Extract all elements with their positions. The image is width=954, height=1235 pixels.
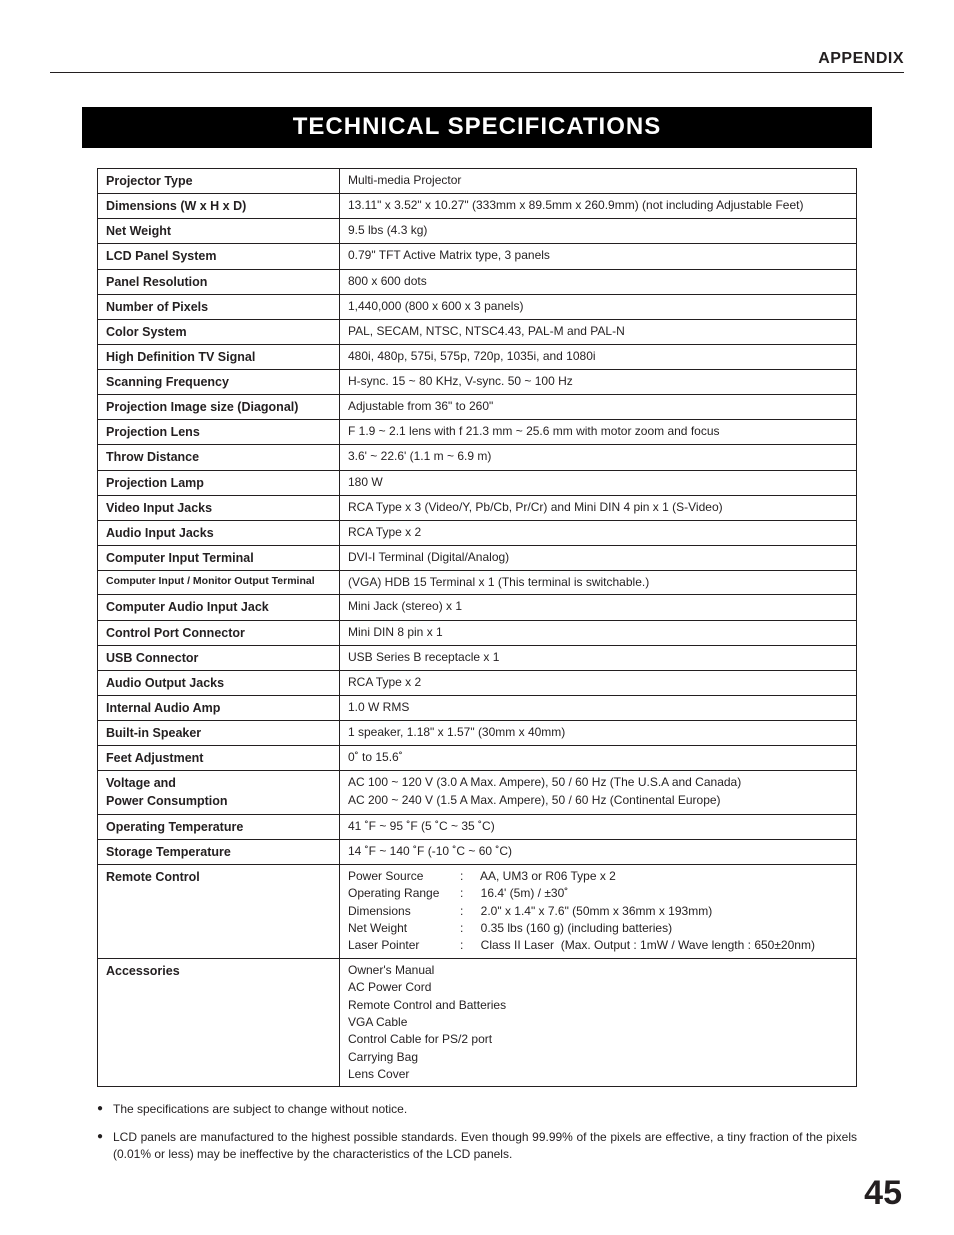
spec-label: Projection Image size (Diagonal) <box>98 395 340 420</box>
spec-label: Accessories <box>98 958 340 1087</box>
table-row: Projection Lamp180 W <box>98 470 857 495</box>
spec-label: USB Connector <box>98 645 340 670</box>
spec-value: AC 100 ~ 120 V (3.0 A Max. Ampere), 50 /… <box>340 771 857 814</box>
table-row: Computer Input TerminalDVI-I Terminal (D… <box>98 545 857 570</box>
table-row: Storage Temperature14 ˚F ~ 140 ˚F (-10 ˚… <box>98 839 857 864</box>
table-row: Net Weight9.5 lbs (4.3 kg) <box>98 219 857 244</box>
spec-value: 1.0 W RMS <box>340 695 857 720</box>
spec-value: DVI-I Terminal (Digital/Analog) <box>340 545 857 570</box>
spec-label: Dimensions (W x H x D) <box>98 194 340 219</box>
spec-label: Projector Type <box>98 169 340 194</box>
spec-value: PAL, SECAM, NTSC, NTSC4.43, PAL-M and PA… <box>340 319 857 344</box>
spec-value: (VGA) HDB 15 Terminal x 1 (This terminal… <box>340 571 857 595</box>
spec-label: Computer Audio Input Jack <box>98 595 340 620</box>
spec-label: LCD Panel System <box>98 244 340 269</box>
spec-label: Color System <box>98 319 340 344</box>
table-row: Control Port ConnectorMini DIN 8 pin x 1 <box>98 620 857 645</box>
spec-value: H-sync. 15 ~ 80 KHz, V-sync. 50 ~ 100 Hz <box>340 370 857 395</box>
spec-label: Net Weight <box>98 219 340 244</box>
table-row: USB ConnectorUSB Series B receptacle x 1 <box>98 645 857 670</box>
spec-value: 9.5 lbs (4.3 kg) <box>340 219 857 244</box>
table-row: Number of Pixels1,440,000 (800 x 600 x 3… <box>98 294 857 319</box>
table-row: Throw Distance3.6' ~ 22.6' (1.1 m ~ 6.9 … <box>98 445 857 470</box>
page-title: TECHNICAL SPECIFICATIONS <box>82 107 872 148</box>
spec-value: 0˚ to 15.6˚ <box>340 746 857 771</box>
table-row: Operating Temperature41 ˚F ~ 95 ˚F (5 ˚C… <box>98 814 857 839</box>
spec-label: Internal Audio Amp <box>98 695 340 720</box>
footnote-item: LCD panels are manufactured to the highe… <box>97 1129 857 1164</box>
table-row: Projector TypeMulti-media Projector <box>98 169 857 194</box>
spec-value: Power Source: AA, UM3 or R06 Type x 2Ope… <box>340 864 857 958</box>
table-row: Panel Resolution800 x 600 dots <box>98 269 857 294</box>
spec-label: Voltage andPower Consumption <box>98 771 340 814</box>
spec-value: 480i, 480p, 575i, 575p, 720p, 1035i, and… <box>340 344 857 369</box>
spec-value: Owner's ManualAC Power CordRemote Contro… <box>340 958 857 1087</box>
spec-label: Feet Adjustment <box>98 746 340 771</box>
spec-value: 14 ˚F ~ 140 ˚F (-10 ˚C ~ 60 ˚C) <box>340 839 857 864</box>
table-row: Computer Audio Input JackMini Jack (ster… <box>98 595 857 620</box>
table-row: Audio Input JacksRCA Type x 2 <box>98 520 857 545</box>
table-row: Computer Input / Monitor Output Terminal… <box>98 571 857 595</box>
table-row: Remote ControlPower Source: AA, UM3 or R… <box>98 864 857 958</box>
table-row: AccessoriesOwner's ManualAC Power CordRe… <box>98 958 857 1087</box>
spec-label: Audio Output Jacks <box>98 670 340 695</box>
spec-value: 0.79" TFT Active Matrix type, 3 panels <box>340 244 857 269</box>
page-number: 45 <box>864 1174 902 1213</box>
spec-value: USB Series B receptacle x 1 <box>340 645 857 670</box>
footnote-item: The specifications are subject to change… <box>97 1101 857 1118</box>
spec-label: Projection Lens <box>98 420 340 445</box>
spec-label: Computer Input / Monitor Output Terminal <box>98 571 340 595</box>
spec-label: Operating Temperature <box>98 814 340 839</box>
spec-label: Number of Pixels <box>98 294 340 319</box>
spec-value: 1,440,000 (800 x 600 x 3 panels) <box>340 294 857 319</box>
spec-label: Control Port Connector <box>98 620 340 645</box>
spec-value: 41 ˚F ~ 95 ˚F (5 ˚C ~ 35 ˚C) <box>340 814 857 839</box>
spec-table: Projector TypeMulti-media ProjectorDimen… <box>97 168 857 1087</box>
table-row: Scanning FrequencyH-sync. 15 ~ 80 KHz, V… <box>98 370 857 395</box>
spec-label: Audio Input Jacks <box>98 520 340 545</box>
spec-value: Mini DIN 8 pin x 1 <box>340 620 857 645</box>
spec-value: RCA Type x 2 <box>340 670 857 695</box>
spec-value: 1 speaker, 1.18" x 1.57" (30mm x 40mm) <box>340 721 857 746</box>
table-row: Internal Audio Amp1.0 W RMS <box>98 695 857 720</box>
footnotes: The specifications are subject to change… <box>97 1101 857 1163</box>
table-row: Color SystemPAL, SECAM, NTSC, NTSC4.43, … <box>98 319 857 344</box>
table-row: Audio Output JacksRCA Type x 2 <box>98 670 857 695</box>
spec-label: Storage Temperature <box>98 839 340 864</box>
spec-value: 3.6' ~ 22.6' (1.1 m ~ 6.9 m) <box>340 445 857 470</box>
table-row: Built-in Speaker1 speaker, 1.18" x 1.57"… <box>98 721 857 746</box>
spec-label: Throw Distance <box>98 445 340 470</box>
spec-value: F 1.9 ~ 2.1 lens with f 21.3 mm ~ 25.6 m… <box>340 420 857 445</box>
spec-label: Remote Control <box>98 864 340 958</box>
table-row: Voltage andPower ConsumptionAC 100 ~ 120… <box>98 771 857 814</box>
spec-value: Mini Jack (stereo) x 1 <box>340 595 857 620</box>
spec-value: 800 x 600 dots <box>340 269 857 294</box>
spec-value: Adjustable from 36" to 260" <box>340 395 857 420</box>
table-row: High Definition TV Signal480i, 480p, 575… <box>98 344 857 369</box>
spec-value: RCA Type x 2 <box>340 520 857 545</box>
spec-label: Video Input Jacks <box>98 495 340 520</box>
spec-value: 13.11" x 3.52" x 10.27" (333mm x 89.5mm … <box>340 194 857 219</box>
spec-value: RCA Type x 3 (Video/Y, Pb/Cb, Pr/Cr) and… <box>340 495 857 520</box>
spec-label: Projection Lamp <box>98 470 340 495</box>
table-row: Projection Image size (Diagonal)Adjustab… <box>98 395 857 420</box>
table-row: Video Input JacksRCA Type x 3 (Video/Y, … <box>98 495 857 520</box>
spec-label: High Definition TV Signal <box>98 344 340 369</box>
spec-label: Built-in Speaker <box>98 721 340 746</box>
spec-label: Computer Input Terminal <box>98 545 340 570</box>
section-header: APPENDIX <box>50 50 904 73</box>
table-row: LCD Panel System0.79" TFT Active Matrix … <box>98 244 857 269</box>
table-row: Dimensions (W x H x D)13.11" x 3.52" x 1… <box>98 194 857 219</box>
table-row: Feet Adjustment0˚ to 15.6˚ <box>98 746 857 771</box>
spec-value: 180 W <box>340 470 857 495</box>
spec-value: Multi-media Projector <box>340 169 857 194</box>
spec-label: Scanning Frequency <box>98 370 340 395</box>
spec-label: Panel Resolution <box>98 269 340 294</box>
table-row: Projection LensF 1.9 ~ 2.1 lens with f 2… <box>98 420 857 445</box>
